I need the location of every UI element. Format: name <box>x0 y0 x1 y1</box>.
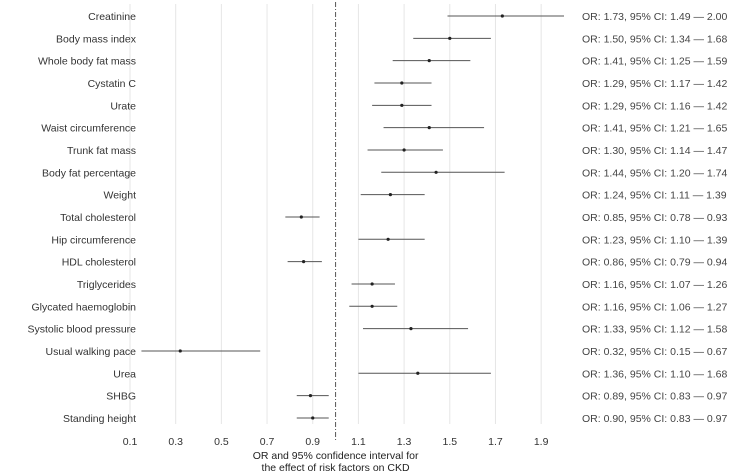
row-label: Creatinine <box>88 11 136 23</box>
row-label: Urate <box>110 100 136 112</box>
row-label: Hip circumference <box>51 234 136 246</box>
or-ci-label: OR: 1.41, 95% CI: 1.21 — 1.65 <box>582 123 727 135</box>
or-ci-label: OR: 0.32, 95% CI: 0.15 — 0.67 <box>582 346 727 358</box>
or-ci-label: OR: 1.36, 95% CI: 1.10 — 1.68 <box>582 368 727 380</box>
forest-row: Weight OR: 1.24, 95% CI: 1.11 — 1.39 <box>104 190 727 202</box>
forest-row: Urea OR: 1.36, 95% CI: 1.10 — 1.68 <box>113 368 727 380</box>
x-axis-title-line-1: OR and 95% confidence interval for <box>253 450 419 462</box>
row-label: Usual walking pace <box>46 346 137 358</box>
or-ci-label: OR: 1.29, 95% CI: 1.17 — 1.42 <box>582 78 727 90</box>
row-label: SHBG <box>106 391 136 403</box>
forest-row: SHBG OR: 0.89, 95% CI: 0.83 — 0.97 <box>106 391 727 403</box>
or-ci-label: OR: 1.16, 95% CI: 1.07 — 1.26 <box>582 279 727 291</box>
forest-row: Standing height OR: 0.90, 95% CI: 0.83 — … <box>63 413 727 425</box>
or-ci-label: OR: 0.90, 95% CI: 0.83 — 0.97 <box>582 413 727 425</box>
x-tick-label: 1.9 <box>534 436 549 448</box>
or-point <box>311 416 315 420</box>
or-point <box>448 36 452 40</box>
forest-row: Whole body fat mass OR: 1.41, 95% CI: 1.2… <box>38 56 728 68</box>
or-ci-label: OR: 1.50, 95% CI: 1.34 — 1.68 <box>582 33 727 45</box>
x-tick-label: 1.1 <box>351 436 366 448</box>
forest-row: Waist circumference OR: 1.41, 95% CI: 1.2… <box>41 123 727 135</box>
x-tick-label: 0.1 <box>123 436 138 448</box>
or-ci-label: OR: 1.16, 95% CI: 1.06 — 1.27 <box>582 301 727 313</box>
or-point <box>370 282 374 286</box>
x-tick-label: 0.9 <box>305 436 320 448</box>
or-point <box>370 304 374 308</box>
row-label: Cystatin C <box>88 78 137 90</box>
forest-row: Total cholesterol OR: 0.85, 95% CI: 0.78 … <box>60 212 727 224</box>
or-point <box>500 14 504 18</box>
forest-rows: Creatinine OR: 1.73, 95% CI: 1.49 — 2.00 B… <box>27 11 727 425</box>
or-ci-label: OR: 0.86, 95% CI: 0.79 — 0.94 <box>582 257 727 269</box>
forest-row: Creatinine OR: 1.73, 95% CI: 1.49 — 2.00 <box>88 11 727 23</box>
or-point <box>402 148 406 152</box>
forest-row: Systolic blood pressure OR: 1.33, 95% CI:… <box>27 324 727 336</box>
x-tick-label: 0.3 <box>168 436 183 448</box>
row-label: Urea <box>113 368 136 380</box>
or-ci-label: OR: 1.24, 95% CI: 1.11 — 1.39 <box>582 190 727 202</box>
forest-row: Triglycerides OR: 1.16, 95% CI: 1.07 — 1.… <box>77 279 728 291</box>
forest-row: Glycated haemoglobin OR: 1.16, 95% CI: 1.… <box>32 301 728 313</box>
row-label: Whole body fat mass <box>38 56 136 68</box>
x-tick-label: 0.7 <box>260 436 275 448</box>
forest-row: Usual walking pace OR: 0.32, 95% CI: 0.15… <box>46 346 728 358</box>
x-tick-label: 1.7 <box>488 436 503 448</box>
row-label: Standing height <box>63 413 136 425</box>
or-ci-label: OR: 1.33, 95% CI: 1.12 — 1.58 <box>582 324 727 336</box>
or-point <box>302 260 306 264</box>
row-label: Weight <box>104 190 137 202</box>
or-point <box>427 59 431 63</box>
row-label: Body fat percentage <box>42 167 136 179</box>
or-ci-label: OR: 1.29, 95% CI: 1.16 — 1.42 <box>582 100 727 112</box>
or-point <box>308 394 313 398</box>
x-axis-title-line-2: the effect of risk factors on CKD <box>262 462 410 473</box>
or-point <box>386 237 390 241</box>
row-label: Body mass index <box>56 33 137 45</box>
or-point <box>409 327 413 331</box>
forest-row: HDL cholesterol OR: 0.86, 95% CI: 0.79 — … <box>62 257 728 269</box>
forest-row: Body fat percentage OR: 1.44, 95% CI: 1.2… <box>42 167 727 179</box>
x-axis-ticks: 0.1 0.3 0.5 0.7 0.9 1.1 1.3 1.5 1.7 1.9 <box>123 436 549 448</box>
x-tick-label: 1.5 <box>442 436 457 448</box>
forest-row: Cystatin C OR: 1.29, 95% CI: 1.17 — 1.42 <box>88 78 728 90</box>
forest-row: Hip circumference OR: 1.23, 95% CI: 1.10 … <box>51 234 727 246</box>
forest-row: Urate OR: 1.29, 95% CI: 1.16 — 1.42 <box>110 100 727 112</box>
or-point <box>178 349 182 353</box>
or-ci-label: OR: 1.73, 95% CI: 1.49 — 2.00 <box>582 11 727 23</box>
grid-lines <box>129 4 542 424</box>
or-ci-label: OR: 1.30, 95% CI: 1.14 — 1.47 <box>582 145 727 157</box>
x-tick-label: 0.5 <box>214 436 229 448</box>
or-ci-label: OR: 1.23, 95% CI: 1.10 — 1.39 <box>582 234 727 246</box>
forest-row: Body mass index OR: 1.50, 95% CI: 1.34 — … <box>56 33 727 45</box>
or-ci-label: OR: 0.85, 95% CI: 0.78 — 0.93 <box>582 212 727 224</box>
row-label: Glycated haemoglobin <box>32 301 137 313</box>
row-label: Systolic blood pressure <box>27 324 136 336</box>
row-label: Triglycerides <box>77 279 136 291</box>
forest-row: Trunk fat mass OR: 1.30, 95% CI: 1.14 — 1… <box>67 145 728 157</box>
or-ci-label: OR: 0.89, 95% CI: 0.83 — 0.97 <box>582 391 727 403</box>
or-point <box>400 103 404 107</box>
row-label: Waist circumference <box>41 123 136 135</box>
or-ci-label: OR: 1.41, 95% CI: 1.25 — 1.59 <box>582 56 727 68</box>
x-tick-label: 1.3 <box>397 436 412 448</box>
row-label: Trunk fat mass <box>67 145 136 157</box>
or-point <box>299 215 303 219</box>
row-label: Total cholesterol <box>60 212 136 224</box>
or-point <box>416 371 420 375</box>
or-point <box>388 193 392 197</box>
or-point <box>434 170 438 174</box>
row-label: HDL cholesterol <box>62 257 136 269</box>
or-point <box>400 81 404 85</box>
or-ci-label: OR: 1.44, 95% CI: 1.20 — 1.74 <box>582 167 727 179</box>
or-point <box>427 126 431 130</box>
